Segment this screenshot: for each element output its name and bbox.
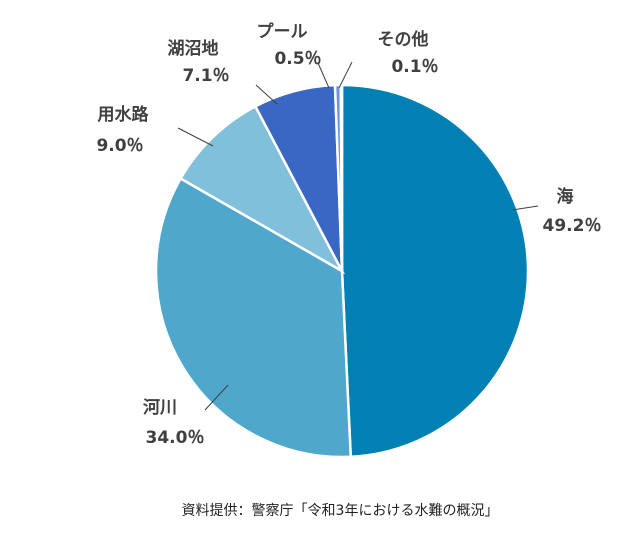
slice-label: 河川 bbox=[143, 398, 177, 418]
pie-slice bbox=[339, 83, 344, 272]
value-label: 34.0％ bbox=[146, 428, 205, 448]
value-label: 9.0％ bbox=[96, 136, 143, 156]
pie-slice bbox=[340, 83, 530, 459]
slice-label: 海 bbox=[557, 186, 574, 207]
leader-line bbox=[511, 205, 539, 211]
value-label: 0.1％ bbox=[391, 57, 438, 77]
slice-label: 湖沼地 bbox=[168, 38, 219, 59]
slice-label: 用水路 bbox=[98, 104, 150, 125]
slice-label: その他 bbox=[378, 29, 429, 50]
source-note: 資料提供：警察庁「令和3年における水難の概況」 bbox=[182, 502, 499, 519]
slice-label: プール bbox=[257, 21, 308, 42]
leader-line bbox=[338, 61, 353, 89]
pie-slice bbox=[178, 104, 346, 275]
leader-line bbox=[255, 84, 278, 105]
leader-line bbox=[317, 62, 330, 89]
value-label: 7.1％ bbox=[182, 66, 229, 86]
leader-line bbox=[204, 384, 229, 411]
value-label: 0.5％ bbox=[274, 49, 321, 69]
leader-line bbox=[177, 127, 214, 147]
pie-slice bbox=[154, 176, 353, 459]
value-label: 49.2％ bbox=[543, 216, 602, 236]
